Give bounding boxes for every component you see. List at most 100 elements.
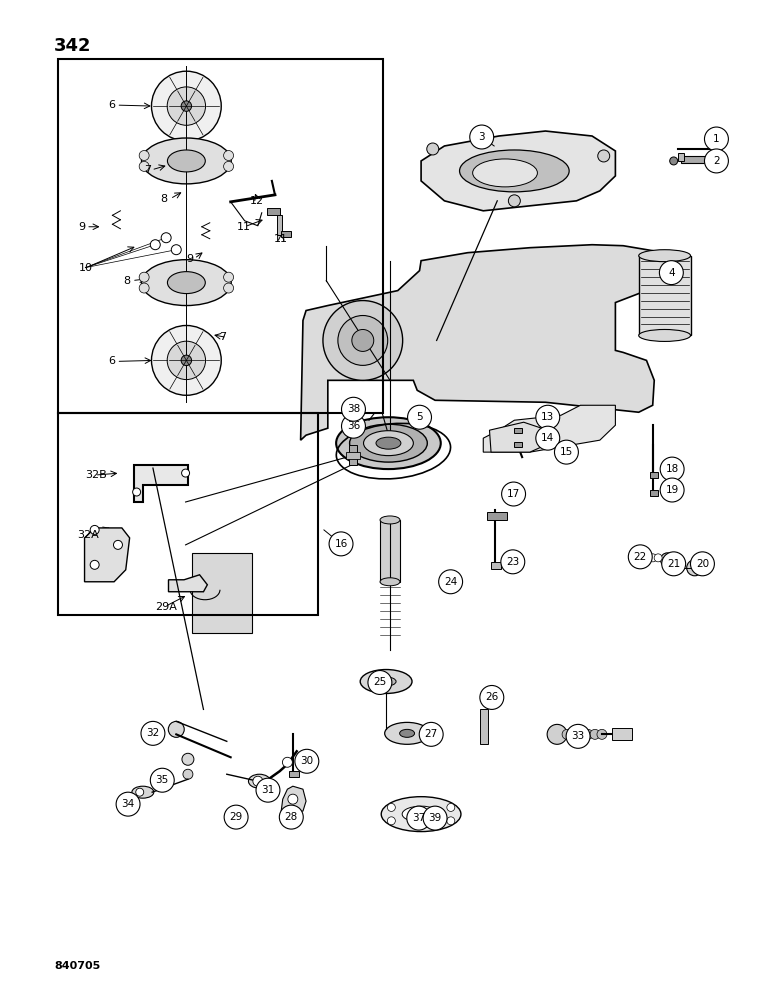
Ellipse shape xyxy=(402,806,440,822)
Circle shape xyxy=(480,685,504,709)
Bar xyxy=(650,472,658,478)
Bar xyxy=(480,709,488,744)
Text: 25: 25 xyxy=(374,677,387,687)
Circle shape xyxy=(172,245,181,255)
Text: 20: 20 xyxy=(696,559,709,569)
Circle shape xyxy=(224,283,233,293)
Text: 6: 6 xyxy=(108,356,115,366)
Circle shape xyxy=(629,545,652,569)
Polygon shape xyxy=(133,465,188,502)
Text: 32B: 32B xyxy=(85,470,107,480)
Ellipse shape xyxy=(376,437,401,449)
Text: 35: 35 xyxy=(156,775,169,785)
Circle shape xyxy=(167,341,206,380)
Ellipse shape xyxy=(385,722,430,744)
Bar xyxy=(268,208,280,215)
Circle shape xyxy=(388,803,395,811)
Circle shape xyxy=(502,482,526,506)
Text: 18: 18 xyxy=(665,464,679,474)
Circle shape xyxy=(181,355,192,366)
Ellipse shape xyxy=(141,260,231,306)
Ellipse shape xyxy=(399,729,415,737)
Text: 342: 342 xyxy=(55,37,92,55)
Bar xyxy=(58,413,318,615)
Circle shape xyxy=(388,817,395,825)
Bar xyxy=(612,728,632,740)
Text: 15: 15 xyxy=(560,447,573,457)
Circle shape xyxy=(644,554,651,562)
Circle shape xyxy=(633,554,641,562)
Text: 13: 13 xyxy=(541,412,555,422)
Text: 23: 23 xyxy=(506,557,519,567)
Polygon shape xyxy=(300,245,654,440)
Text: 2: 2 xyxy=(713,156,720,166)
Circle shape xyxy=(183,769,193,779)
Text: 12: 12 xyxy=(250,196,264,206)
Bar xyxy=(281,231,291,237)
Circle shape xyxy=(253,776,263,786)
Text: 32A: 32A xyxy=(77,530,99,540)
Ellipse shape xyxy=(639,250,690,262)
Circle shape xyxy=(470,125,494,149)
Bar xyxy=(380,520,400,582)
Circle shape xyxy=(661,552,686,576)
Circle shape xyxy=(427,143,438,155)
Circle shape xyxy=(181,101,192,111)
Circle shape xyxy=(182,753,194,765)
Text: 21: 21 xyxy=(667,559,680,569)
Circle shape xyxy=(536,426,560,450)
Text: 9: 9 xyxy=(186,254,193,264)
Text: 26: 26 xyxy=(485,692,498,702)
Text: 39: 39 xyxy=(428,813,441,823)
Bar xyxy=(514,442,523,447)
Circle shape xyxy=(659,261,683,285)
Circle shape xyxy=(256,778,280,802)
Ellipse shape xyxy=(141,138,231,184)
Text: 34: 34 xyxy=(122,799,135,809)
Polygon shape xyxy=(421,131,615,211)
Circle shape xyxy=(224,272,233,282)
Circle shape xyxy=(116,792,140,816)
Text: 29A: 29A xyxy=(155,602,177,612)
Polygon shape xyxy=(484,405,615,452)
Circle shape xyxy=(649,554,657,562)
Circle shape xyxy=(661,553,675,567)
Circle shape xyxy=(139,151,149,160)
Polygon shape xyxy=(281,786,306,811)
Circle shape xyxy=(704,127,729,151)
Bar xyxy=(488,512,507,520)
Text: 7: 7 xyxy=(219,332,226,342)
Bar xyxy=(346,452,360,459)
Polygon shape xyxy=(168,575,207,592)
Text: 11: 11 xyxy=(237,222,251,232)
Circle shape xyxy=(161,233,171,243)
Text: 5: 5 xyxy=(417,412,423,422)
Text: 28: 28 xyxy=(285,812,298,822)
Circle shape xyxy=(438,570,463,594)
Text: 22: 22 xyxy=(633,552,647,562)
Text: 7: 7 xyxy=(144,165,151,175)
Text: 6: 6 xyxy=(108,100,115,110)
Circle shape xyxy=(597,729,607,739)
Text: 11: 11 xyxy=(274,234,287,244)
Circle shape xyxy=(151,71,222,141)
Polygon shape xyxy=(84,528,129,582)
Bar xyxy=(650,490,658,496)
Circle shape xyxy=(686,560,703,576)
Text: 38: 38 xyxy=(347,404,360,414)
Circle shape xyxy=(342,414,365,438)
Text: 4: 4 xyxy=(668,268,675,278)
Circle shape xyxy=(407,806,431,830)
Circle shape xyxy=(408,405,431,429)
Circle shape xyxy=(597,150,610,162)
Ellipse shape xyxy=(132,786,154,798)
Ellipse shape xyxy=(381,797,461,832)
Text: 36: 36 xyxy=(347,421,360,431)
Circle shape xyxy=(139,161,149,171)
Circle shape xyxy=(638,554,647,562)
Text: 33: 33 xyxy=(572,731,585,741)
Text: 30: 30 xyxy=(300,756,314,766)
Ellipse shape xyxy=(168,150,205,172)
Circle shape xyxy=(90,560,99,569)
Polygon shape xyxy=(490,422,545,452)
